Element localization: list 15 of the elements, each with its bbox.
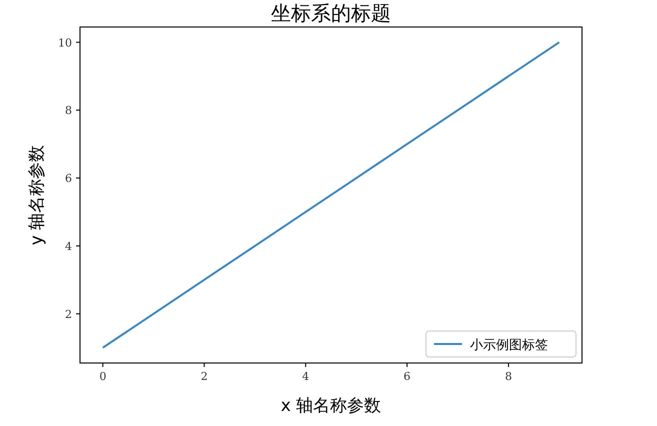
y-tick-label: 2 — [65, 308, 72, 321]
y-tick-label: 6 — [65, 172, 72, 186]
y-axis-title: y 轴名称参数 — [27, 144, 47, 246]
y-tick-label: 4 — [65, 240, 72, 253]
x-tick-label: 8 — [504, 370, 512, 383]
legend-label: 小示例图标签 — [470, 338, 548, 353]
x-tick-label: 4 — [302, 370, 310, 383]
x-tick-label: 2 — [200, 370, 208, 383]
x-tick-label: 0 — [99, 370, 106, 383]
y-tick-label: 8 — [65, 104, 72, 118]
x-tick-label: 6 — [404, 370, 411, 383]
y-tick-label: 10 — [58, 36, 72, 50]
line-series — [102, 41, 560, 349]
chart-title: 坐标系的标题 — [271, 3, 391, 25]
x-axis-title: x 轴名称参数 — [280, 396, 382, 416]
